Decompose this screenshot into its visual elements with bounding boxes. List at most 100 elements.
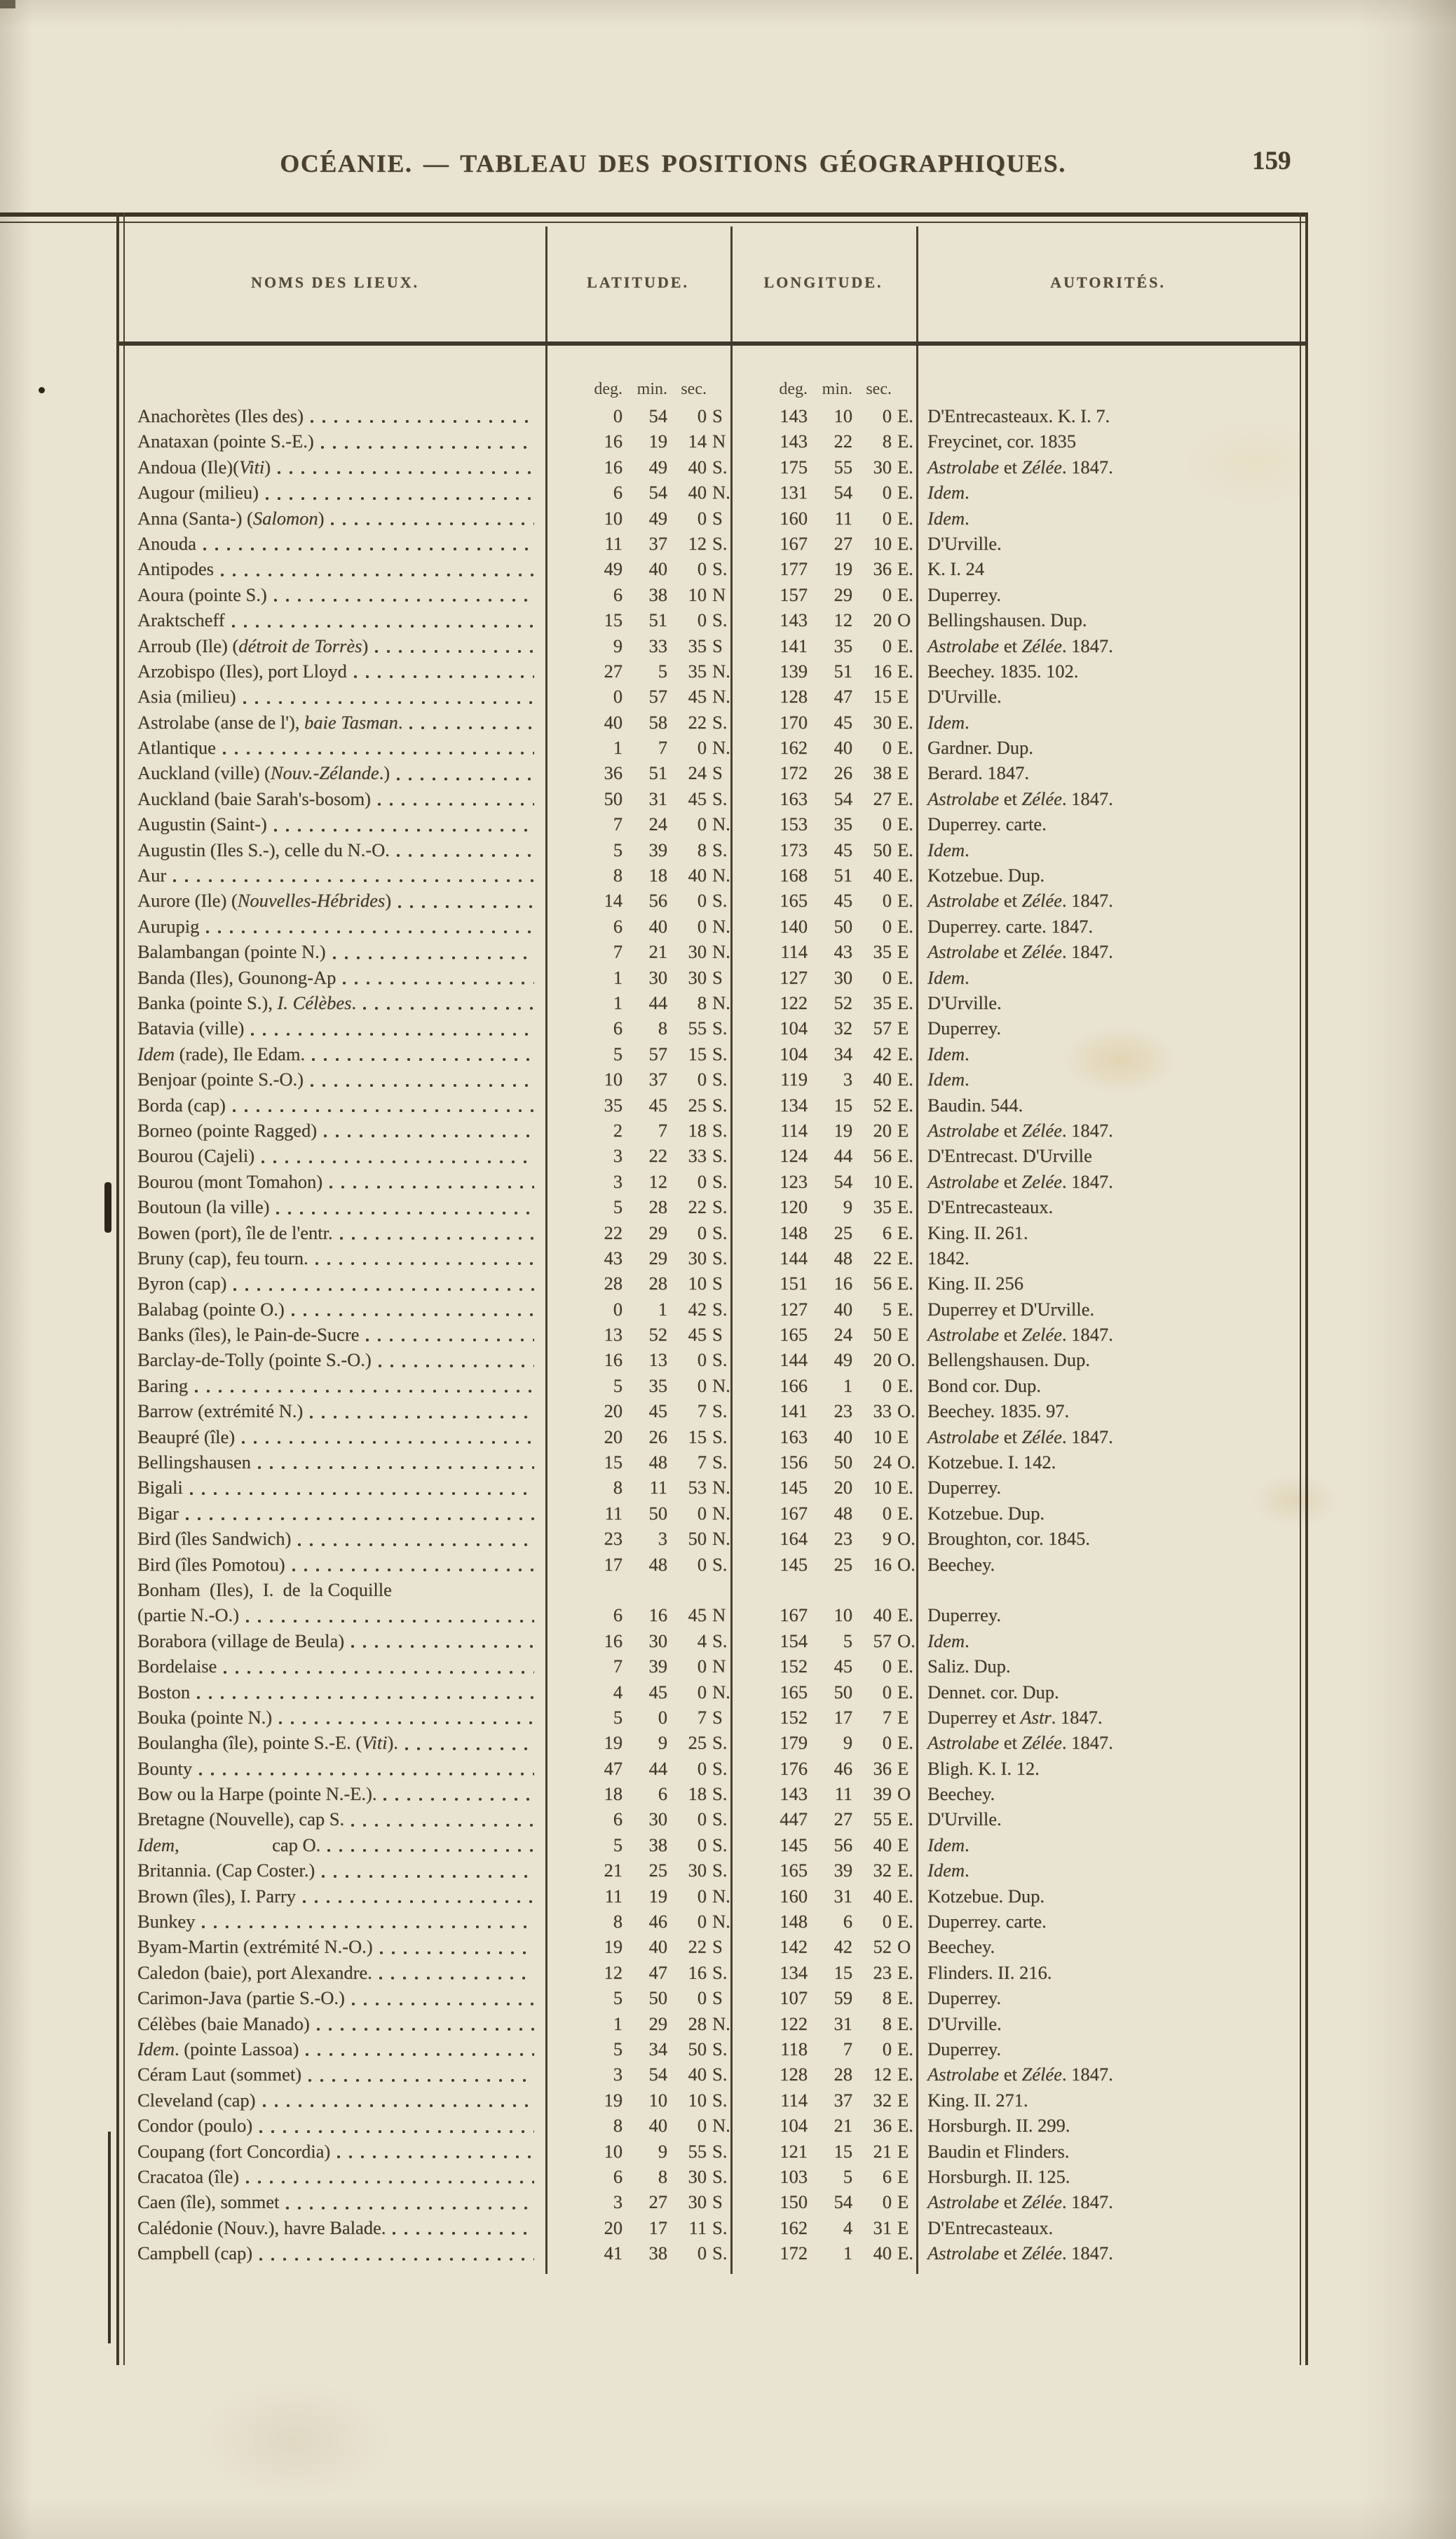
units-row: deg. min. sec. deg. min. sec. xyxy=(125,346,1300,403)
place-name: Aur xyxy=(137,865,167,886)
longitude-cell: 152 45 0 E. xyxy=(780,1656,913,1677)
longitude-cell: 104 21 36 E. xyxy=(780,2115,913,2137)
table-row: Bellingshausen 15 48 7 S. 156 50 24 O. Kotzebue. … xyxy=(125,1449,1300,1475)
table-row: Andoua (Ile)(Viti) 16 49 40 S. 175 55 30 E. Astro… xyxy=(125,454,1300,480)
dot-leader xyxy=(331,522,534,525)
table-row: Anachorètes (Iles des) 0 54 0 S 143 10 0 E. D'Ent… xyxy=(125,403,1300,428)
longitude-cell: 144 48 22 E. xyxy=(780,1247,913,1268)
dot-leader xyxy=(329,1186,534,1189)
longitude-cell: 140 50 0 E. xyxy=(780,915,913,937)
longitude-cell: 142 42 52 O xyxy=(780,1936,911,1958)
place-name: Borda (cap) xyxy=(137,1094,226,1116)
dot-leader xyxy=(197,1695,534,1699)
longitude-cell: 151 16 56 E. xyxy=(780,1273,913,1294)
place-name: Bunkey xyxy=(137,1911,196,1932)
place-name: Augour (milieu) xyxy=(137,482,259,503)
place-name: Araktscheff xyxy=(137,609,225,631)
longitude-cell: 128 28 12 E. xyxy=(780,2064,913,2085)
authority-cell: Beechey. xyxy=(927,1553,995,1575)
place-name: Caledon (baie), port Alexandre. xyxy=(137,1961,372,1983)
authority-cell: Idem. xyxy=(927,966,969,988)
table-row: Idem (rade), Ile Edam. 5 57 15 S. 104 34 42 E. Id… xyxy=(125,1041,1300,1067)
longitude-cell: 177 19 36 E. xyxy=(780,558,913,580)
dot-leader xyxy=(308,2078,534,2082)
latitude-cell: 0 54 0 S xyxy=(613,405,723,426)
table-row: Idem, cap O. 5 38 0 S. 145 56 40 E Idem. xyxy=(125,1832,1300,1857)
authority-cell: Duperrey. carte. xyxy=(927,1911,1047,1932)
dot-leader xyxy=(327,1849,534,1853)
dot-leader xyxy=(332,956,534,959)
table-row: Augour (milieu) 6 54 40 N. 131 54 0 E. Idem. xyxy=(125,480,1300,505)
authority-cell: D'Urville. xyxy=(927,991,1002,1013)
latitude-cell: 20 26 15 S. xyxy=(604,1426,728,1447)
table-row: Balabag (pointe O.) 0 1 42 S. 127 40 5 E. Duperre… xyxy=(125,1296,1300,1322)
table-row: Idem. (pointe Lassoa) 5 34 50 S. 118 7 0 E. Duper… xyxy=(125,2036,1300,2061)
name-cell: Balambangan (pointe N.) xyxy=(125,939,545,964)
longitude-cell: 143 12 20 O xyxy=(780,609,911,631)
name-cell: Caen (île), sommet xyxy=(125,2189,545,2214)
latitude-cell: 6 54 40 N. xyxy=(613,482,730,503)
dot-leader xyxy=(279,1721,534,1725)
longitude-cell: 165 45 0 E. xyxy=(780,890,913,912)
table-row: Arroub (Ile) (détroit de Torrès) 9 33 35 S 14… xyxy=(125,633,1300,658)
authority-cell: Gardner. Dup. xyxy=(927,737,1033,759)
latitude-cell: 10 9 55 S. xyxy=(604,2140,728,2162)
name-cell: Beaupré (île) xyxy=(125,1424,545,1449)
table-row: Calédonie (Nouv.), havre Balade. 20 17 11 S.… xyxy=(125,2215,1300,2240)
authority-cell: Astrolabe et Zelée. 1847. xyxy=(927,1324,1113,1346)
table-row: Baring 5 35 0 N. 166 1 0 E. Bond cor. Dup. xyxy=(125,1373,1300,1398)
authority-cell: Duperrey. xyxy=(927,1604,1001,1626)
name-cell: Coupang (fort Concordia) xyxy=(125,2139,545,2164)
place-name: Auckland (ville) (Nouv.-Zélande.) xyxy=(137,762,390,784)
place-name: Borneo (pointe Ragged) xyxy=(137,1119,318,1141)
authority-cell: 1842. xyxy=(927,1247,969,1268)
latitude-cell: 41 38 0 S. xyxy=(604,2242,728,2264)
dot-leader xyxy=(245,2181,534,2184)
name-cell: Arzobispo (Iles), port Lloyd xyxy=(125,658,545,684)
dot-leader xyxy=(202,1925,534,1929)
place-name: Idem, cap O. xyxy=(137,1834,321,1855)
authority-cell: Idem. xyxy=(927,1630,969,1651)
table-row: Auckland (ville) (Nouv.-Zélande.) 36 51 24 S… xyxy=(125,760,1300,785)
name-cell: Astrolabe (anse de l'), baie Tasman. xyxy=(125,710,545,735)
name-cell: Barrow (extrémité N.) xyxy=(125,1398,545,1423)
dot-leader xyxy=(278,471,534,475)
dot-leader xyxy=(232,1109,534,1112)
authority-cell: Astrolabe et Zélée. 1847. xyxy=(927,456,1113,478)
table-row: Coupang (fort Concordia) 10 9 55 S. 121 15 21 E B… xyxy=(125,2139,1300,2164)
name-cell: Banda (Iles), Gounong-Ap xyxy=(125,965,545,990)
place-name: Bretagne (Nouvelle), cap S. xyxy=(137,1808,345,1830)
name-cell: Atlantique xyxy=(125,735,545,760)
authority-cell: D'Entrecast. D'Urville xyxy=(927,1145,1092,1167)
longitude-cell: 152 17 7 E xyxy=(780,1706,909,1728)
table-row: Célèbes (baie Manado) 1 29 28 N. 122 31 8 E. D'Ur… xyxy=(125,2011,1300,2036)
name-cell: Idem (rade), Ile Edam. xyxy=(125,1041,545,1067)
authority-cell: Astrolabe et Zélée. 1847. xyxy=(927,2242,1113,2264)
name-cell: Cleveland (cap) xyxy=(125,2087,545,2113)
dot-leader xyxy=(378,1364,534,1367)
latitude-cell: 3 27 30 S xyxy=(613,2191,723,2213)
name-cell: Boutoun (la ville) xyxy=(125,1194,545,1219)
latitude-cell: 1 29 28 N. xyxy=(613,2012,730,2034)
latitude-cell: 14 56 0 S. xyxy=(604,890,728,912)
latitude-cell: 0 57 45 N. xyxy=(613,686,730,707)
table-row: Boston 4 45 0 N. 165 50 0 E. Dennet. cor. Dup. xyxy=(125,1679,1300,1705)
table-frame: NOMS DES LIEUX. LATITUDE. LONGITUDE. AUT… xyxy=(0,212,1308,2365)
authority-cell: Kotzebue. Dup. xyxy=(927,865,1045,886)
name-cell: Auckland (ville) (Nouv.-Zélande.) xyxy=(125,760,545,785)
table-row: Bretagne (Nouvelle), cap S. 6 30 0 S. 447 27 55… xyxy=(125,1806,1300,1832)
latitude-cell: 1 7 0 N. xyxy=(613,737,730,759)
latitude-cell: 5 34 50 S. xyxy=(613,2038,728,2059)
latitude-cell: 3 22 33 S. xyxy=(613,1145,728,1167)
table-row: Bourou (mont Tomahon) 3 12 0 S. 123 54 10 E. Astr… xyxy=(125,1169,1300,1194)
table-row: Banda (Iles), Gounong-Ap 1 30 30 S 127 30 0 E. Id… xyxy=(125,965,1300,990)
longitude-cell: 114 43 35 E xyxy=(780,941,909,963)
name-cell: Banka (pointe S.), I. Célèbes. xyxy=(125,990,545,1015)
latitude-cell: 5 50 0 S xyxy=(613,1987,723,2009)
dot-leader xyxy=(315,1262,534,1266)
table-row: Carimon-Java (partie S.-O.) 5 50 0 S 107 59 8 E.… xyxy=(125,1985,1300,2010)
latitude-cell: 11 50 0 N. xyxy=(604,1502,730,1524)
dot-leader xyxy=(409,726,534,730)
table-row: Byam-Martin (extrémité N.-O.) 19 40 22 S 142 4… xyxy=(125,1934,1300,1959)
place-name: Beaupré (île) xyxy=(137,1426,236,1447)
